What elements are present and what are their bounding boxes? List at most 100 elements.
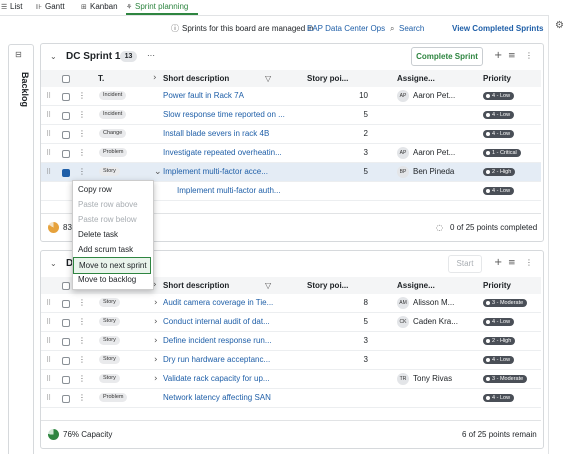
tab-icon[interactable]: ⚘ — [126, 3, 133, 11]
row-menu[interactable]: ⋮ — [78, 167, 86, 176]
menu-item: Paste row below — [78, 214, 137, 224]
row-checkbox[interactable] — [62, 319, 70, 327]
column-header[interactable]: Assigne... — [397, 74, 435, 83]
expand-row[interactable]: › — [154, 336, 158, 346]
select-all[interactable] — [62, 282, 70, 290]
tab[interactable]: Sprint planning — [135, 2, 189, 11]
menu-item[interactable]: Move to backlog — [78, 274, 137, 284]
row-checkbox[interactable] — [62, 338, 70, 346]
view-completed-button[interactable]: View Completed Sprints — [452, 24, 544, 33]
add-icon[interactable]: + — [494, 50, 503, 61]
row-checkbox[interactable] — [62, 169, 70, 177]
row-menu[interactable]: ⋮ — [78, 336, 86, 345]
row-checkbox[interactable] — [62, 300, 70, 308]
row-menu[interactable]: ⋮ — [78, 91, 86, 100]
short-description[interactable]: Power fault in Rack 7A — [163, 91, 244, 100]
tab-icon[interactable]: ⊪ — [36, 3, 43, 11]
row-menu[interactable]: ⋮ — [78, 317, 86, 326]
assignee: Caden Kra... — [413, 317, 458, 326]
tab[interactable]: Gantt — [45, 2, 65, 11]
row-divider — [41, 388, 541, 389]
expand-row[interactable]: › — [154, 355, 158, 365]
short-description[interactable]: Network latency affecting SAN — [163, 393, 271, 402]
backlog-sidebar[interactable] — [8, 44, 34, 454]
backlog-label[interactable]: Backlog — [20, 72, 30, 108]
row-checkbox[interactable] — [62, 112, 70, 120]
row-menu[interactable]: ⋮ — [78, 110, 86, 119]
row-menu[interactable]: ⋮ — [78, 129, 86, 138]
short-description[interactable]: Conduct internal audit of dat... — [163, 317, 270, 326]
column-header[interactable]: Story poi... — [307, 281, 349, 290]
row-menu[interactable]: ⋮ — [78, 148, 86, 157]
row-checkbox[interactable] — [62, 93, 70, 101]
priority-pill: 4 - Low — [483, 111, 515, 119]
sprint-more[interactable]: ··· — [147, 51, 155, 60]
row-divider — [41, 143, 541, 144]
story-points: 2 — [363, 129, 368, 138]
menu-item[interactable]: Delete task — [78, 229, 119, 239]
short-description[interactable]: Slow response time reported on ... — [163, 110, 285, 119]
header-row — [41, 277, 541, 294]
drag-handle: ⠿ — [46, 130, 52, 138]
short-description[interactable]: Investigate repeated overheatin... — [163, 148, 282, 157]
short-description[interactable]: Implement multi-factor auth... — [177, 186, 281, 195]
collapse-icon[interactable]: ⌄ — [50, 52, 57, 61]
sidebar-icon[interactable]: ⊟ — [15, 50, 22, 59]
expand-row[interactable]: › — [154, 374, 158, 384]
more-icon[interactable]: ⋮ — [525, 258, 533, 267]
filter-icon[interactable]: ≡ — [508, 258, 516, 268]
selected-row — [41, 163, 541, 181]
row-checkbox[interactable] — [62, 376, 70, 384]
tab[interactable]: Kanban — [90, 2, 118, 11]
expand-row[interactable]: › — [154, 317, 158, 327]
row-menu[interactable]: ⋮ — [78, 393, 86, 402]
tab[interactable]: List — [10, 2, 23, 11]
settings-icon[interactable]: ⚙ — [555, 20, 564, 31]
filter-icon[interactable]: ≡ — [508, 51, 516, 61]
row-checkbox[interactable] — [62, 131, 70, 139]
priority-pill: 3 - Moderate — [483, 299, 528, 307]
menu-item[interactable]: Add scrum task — [78, 244, 134, 254]
story-points: 3 — [363, 336, 368, 345]
avatar: AP — [397, 147, 409, 159]
short-description[interactable]: Audit camera coverage in Tie... — [163, 298, 274, 307]
short-description[interactable]: Validate rack capacity for up... — [163, 374, 270, 383]
type-badge: Story — [99, 298, 120, 307]
capacity: 83 — [63, 223, 72, 232]
collapse-icon[interactable]: ⌄ — [50, 259, 57, 268]
select-all[interactable] — [62, 75, 70, 83]
board-link[interactable]: EAP Data Center Ops — [307, 24, 386, 33]
menu-item[interactable]: Move to next sprint — [73, 256, 151, 274]
column-filter: ▽ — [265, 74, 272, 83]
column-header[interactable]: Short description — [163, 74, 230, 83]
search-button[interactable]: Search — [399, 24, 425, 33]
column-header[interactable]: Assigne... — [397, 281, 435, 290]
short-description[interactable]: Define incident response run... — [163, 336, 272, 345]
row-checkbox[interactable] — [62, 357, 70, 365]
add-icon[interactable]: + — [494, 257, 503, 268]
type-badge: Story — [99, 336, 120, 345]
tab-icon[interactable]: ⊞ — [81, 3, 87, 11]
complete-sprint-button[interactable]: Complete Sprint — [411, 47, 483, 66]
row-checkbox[interactable] — [62, 150, 70, 158]
footer-divider — [41, 213, 541, 214]
menu-item[interactable]: Copy row — [78, 184, 112, 194]
drag-handle: ⠿ — [46, 318, 52, 326]
column-header[interactable]: Story poi... — [307, 74, 349, 83]
column-header[interactable]: Priority — [483, 281, 512, 290]
more-icon[interactable]: ⋮ — [525, 51, 533, 60]
short-description[interactable]: Install blade severs in rack 4B — [163, 129, 270, 138]
row-menu[interactable]: ⋮ — [78, 298, 86, 307]
short-description[interactable]: Dry run hardware acceptanc... — [163, 355, 271, 364]
row-checkbox[interactable] — [62, 395, 70, 403]
short-description[interactable]: Implement multi-factor acce... — [163, 167, 268, 176]
column-header[interactable]: Priority — [483, 74, 512, 83]
row-menu[interactable]: ⋮ — [78, 355, 86, 364]
expand-row[interactable]: › — [154, 298, 158, 308]
column-header[interactable]: T. — [98, 74, 105, 83]
priority-pill: 4 - Low — [483, 356, 515, 364]
tab-icon[interactable]: ☰ — [1, 3, 8, 11]
column-header[interactable]: Short description — [163, 281, 230, 290]
row-menu[interactable]: ⋮ — [78, 374, 86, 383]
expand-row[interactable]: ⌄ — [154, 167, 162, 177]
